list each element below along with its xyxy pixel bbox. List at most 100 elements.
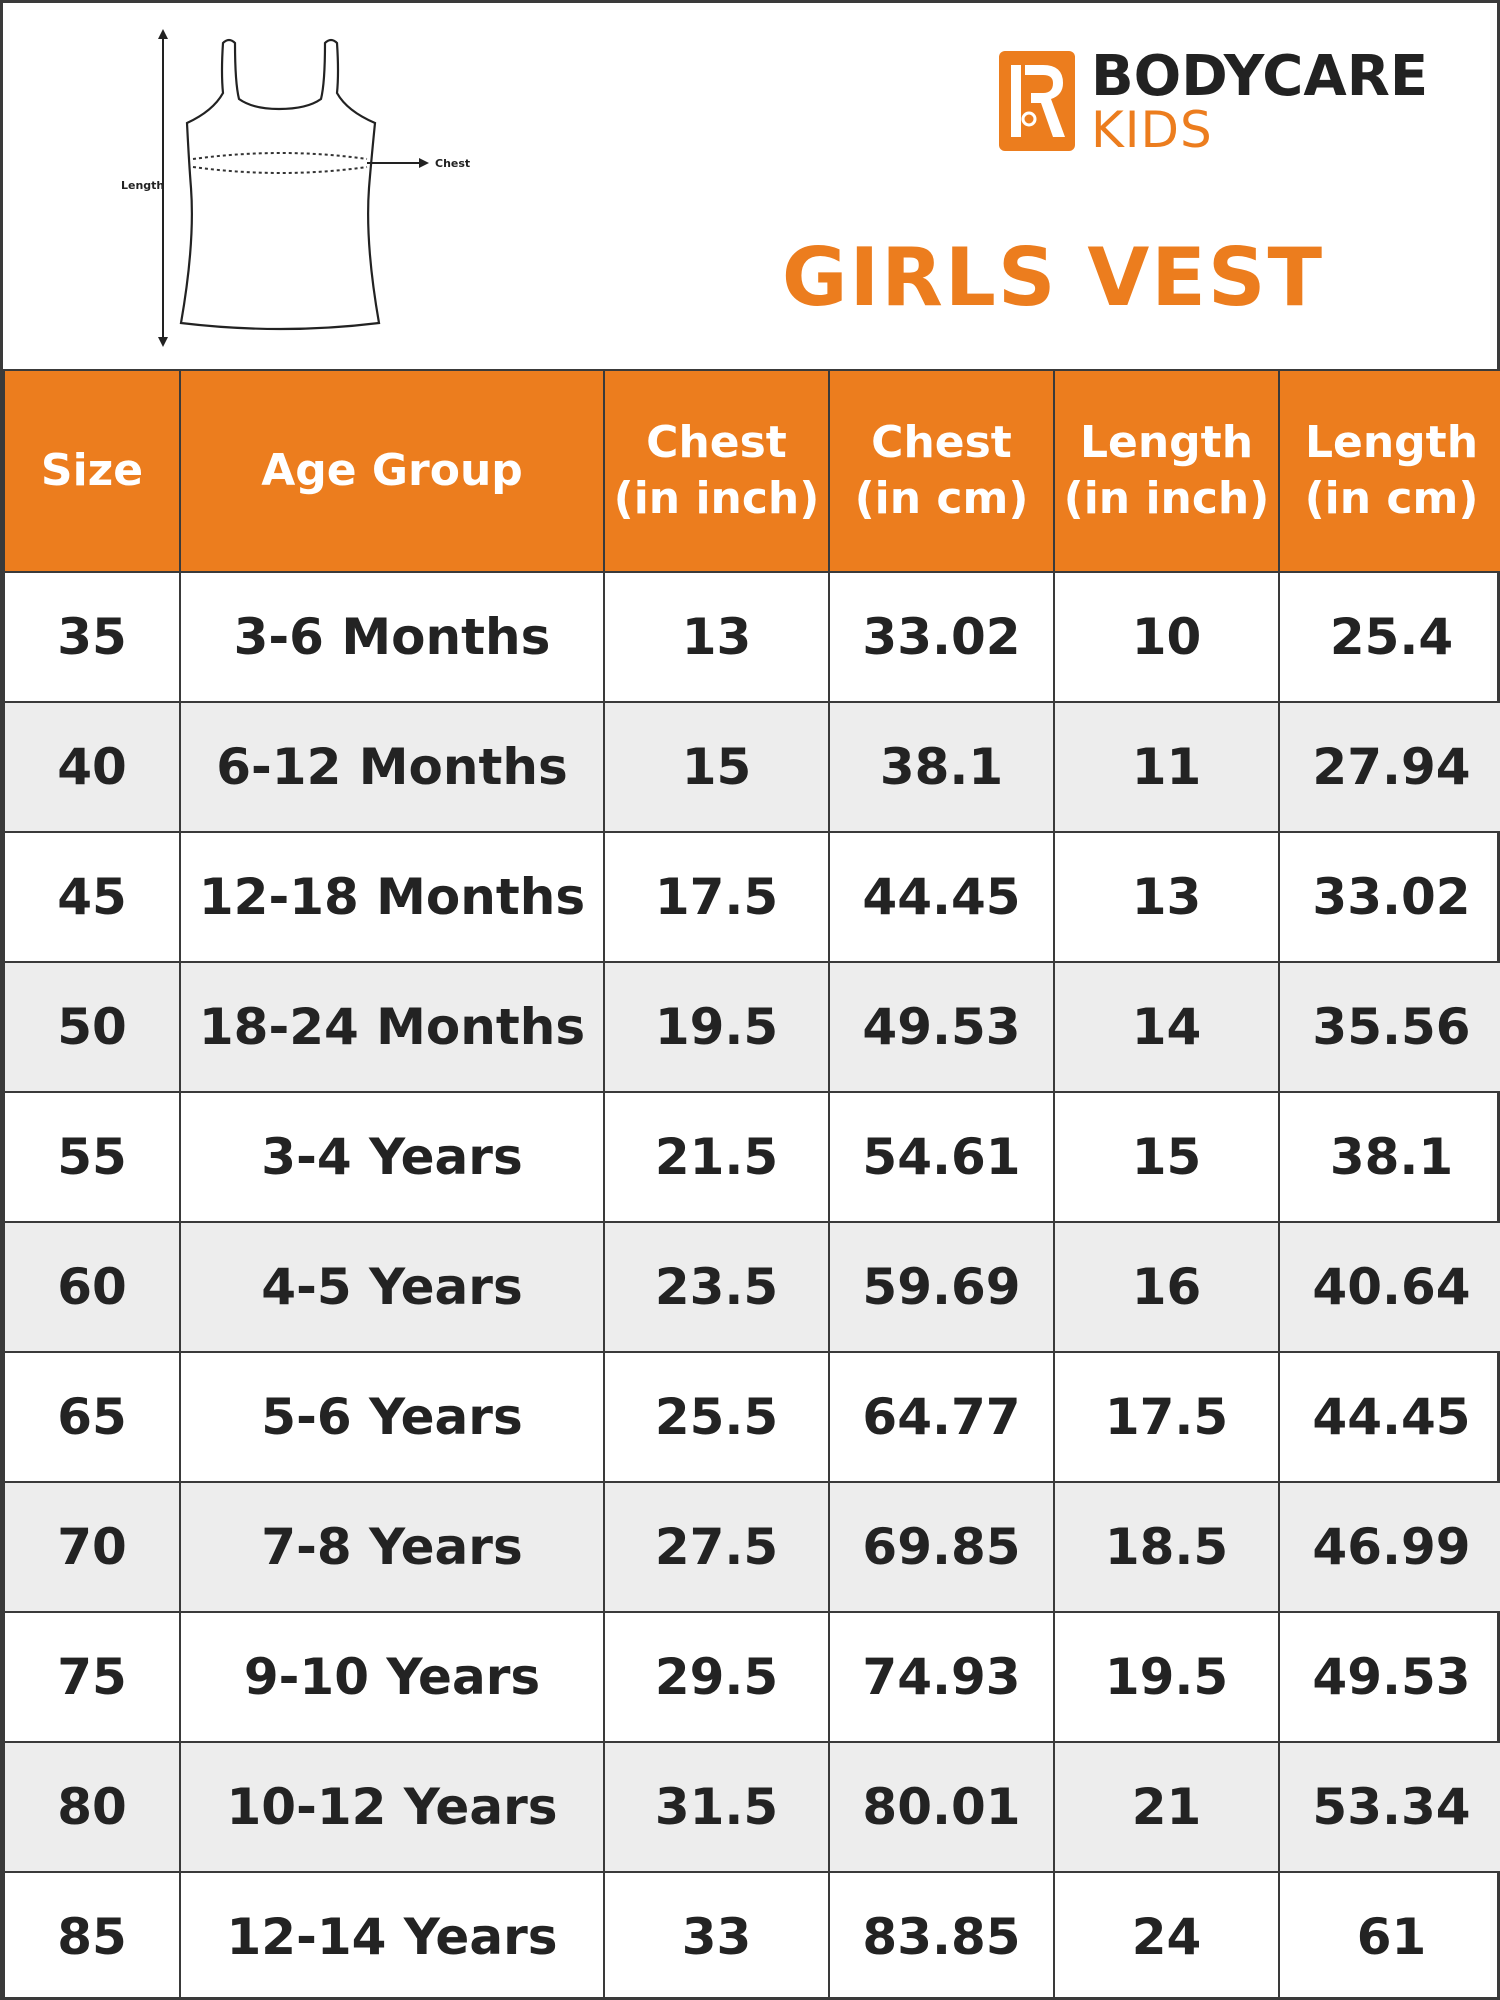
column-header-line1: Chest [646, 417, 787, 468]
table-cell: 16 [1053, 1221, 1280, 1353]
table-cell: 10 [1053, 571, 1280, 703]
table-cell: 59.69 [828, 1221, 1055, 1353]
table-cell: 17.5 [1053, 1351, 1280, 1483]
column-header: Age Group [179, 369, 605, 573]
table-cell: 9-10 Years [179, 1611, 605, 1743]
table-cell: 17.5 [603, 831, 830, 963]
table-row: 40 6-12 Months 15 38.1 11 27.94 [3, 701, 1500, 833]
length-label: Length [121, 179, 164, 192]
table-row: 60 4-5 Years 23.5 59.69 16 40.64 [3, 1221, 1500, 1353]
table-row: 35 3-6 Months 13 33.02 10 25.4 [3, 571, 1500, 703]
table-row: 80 10-12 Years 31.5 80.01 21 53.34 [3, 1741, 1500, 1873]
table-cell: 21 [1053, 1741, 1280, 1873]
column-header-line1: Age Group [261, 445, 523, 496]
table-row: 45 12-18 Months 17.5 44.45 13 33.02 [3, 831, 1500, 963]
table-cell: 10-12 Years [179, 1741, 605, 1873]
table-cell: 27.94 [1278, 701, 1500, 833]
table-cell: 33.02 [1278, 831, 1500, 963]
table-cell: 13 [1053, 831, 1280, 963]
table-cell: 21.5 [603, 1091, 830, 1223]
column-header-line2: (in inch) [1063, 473, 1270, 524]
table-cell: 40 [3, 701, 181, 833]
brand-logo: BODYCARE KIDS [999, 47, 1459, 157]
table-cell: 29.5 [603, 1611, 830, 1743]
table-cell: 12-18 Months [179, 831, 605, 963]
column-header-line2: (in inch) [613, 473, 820, 524]
size-table: Size Age Group Chest (in inch) Chest (in cm) L… [3, 369, 1500, 2000]
vest-measurement-diagram: Length Chest [103, 23, 483, 353]
column-header-line1: Length [1304, 417, 1479, 468]
table-cell: 15 [1053, 1091, 1280, 1223]
table-cell: 24 [1053, 1871, 1280, 2000]
table-cell: 12-14 Years [179, 1871, 605, 2000]
table-cell: 55 [3, 1091, 181, 1223]
column-header: Length (in inch) [1053, 369, 1280, 573]
table-cell: 25.5 [603, 1351, 830, 1483]
table-cell: 53.34 [1278, 1741, 1500, 1873]
table-cell: 18-24 Months [179, 961, 605, 1093]
table-cell: 23.5 [603, 1221, 830, 1353]
column-header: Length (in cm) [1278, 369, 1500, 573]
table-cell: 46.99 [1278, 1481, 1500, 1613]
table-cell: 61 [1278, 1871, 1500, 2000]
table-cell: 35 [3, 571, 181, 703]
table-cell: 75 [3, 1611, 181, 1743]
table-header-row: Size Age Group Chest (in inch) Chest (in cm) L… [3, 369, 1500, 573]
table-cell: 18.5 [1053, 1481, 1280, 1613]
table-cell: 64.77 [828, 1351, 1055, 1483]
table-cell: 80 [3, 1741, 181, 1873]
table-cell: 69.85 [828, 1481, 1055, 1613]
chest-label: Chest [435, 157, 470, 170]
table-cell: 3-6 Months [179, 571, 605, 703]
table-cell: 35.56 [1278, 961, 1500, 1093]
table-cell: 38.1 [828, 701, 1055, 833]
table-cell: 54.61 [828, 1091, 1055, 1223]
column-header: Size [3, 369, 181, 573]
table-cell: 4-5 Years [179, 1221, 605, 1353]
table-row: 85 12-14 Years 33 83.85 24 61 [3, 1871, 1500, 2000]
table-cell: 7-8 Years [179, 1481, 605, 1613]
table-cell: 27.5 [603, 1481, 830, 1613]
table-row: 50 18-24 Months 19.5 49.53 14 35.56 [3, 961, 1500, 1093]
table-row: 65 5-6 Years 25.5 64.77 17.5 44.45 [3, 1351, 1500, 1483]
table-row: 75 9-10 Years 29.5 74.93 19.5 49.53 [3, 1611, 1500, 1743]
table-cell: 74.93 [828, 1611, 1055, 1743]
bodycare-logo-icon [999, 51, 1075, 151]
table-cell: 14 [1053, 961, 1280, 1093]
table-cell: 80.01 [828, 1741, 1055, 1873]
table-cell: 45 [3, 831, 181, 963]
table-row: 70 7-8 Years 27.5 69.85 18.5 46.99 [3, 1481, 1500, 1613]
table-cell: 33.02 [828, 571, 1055, 703]
vest-outline-icon: Length Chest [121, 29, 470, 347]
table-cell: 5-6 Years [179, 1351, 605, 1483]
column-header-line1: Chest [871, 417, 1012, 468]
table-row: 55 3-4 Years 21.5 54.61 15 38.1 [3, 1091, 1500, 1223]
table-cell: 31.5 [603, 1741, 830, 1873]
page-title: GIRLS VEST [781, 231, 1325, 324]
table-cell: 38.1 [1278, 1091, 1500, 1223]
table-cell: 70 [3, 1481, 181, 1613]
table-cell: 49.53 [828, 961, 1055, 1093]
table-cell: 49.53 [1278, 1611, 1500, 1743]
table-cell: 44.45 [1278, 1351, 1500, 1483]
table-cell: 25.4 [1278, 571, 1500, 703]
column-header-line1: Size [40, 445, 144, 496]
column-header-line1: Length [1079, 417, 1254, 468]
table-cell: 65 [3, 1351, 181, 1483]
table-cell: 3-4 Years [179, 1091, 605, 1223]
table-cell: 13 [603, 571, 830, 703]
table-cell: 15 [603, 701, 830, 833]
table-cell: 50 [3, 961, 181, 1093]
table-cell: 60 [3, 1221, 181, 1353]
table-cell: 44.45 [828, 831, 1055, 963]
table-cell: 40.64 [1278, 1221, 1500, 1353]
table-body: 35 3-6 Months 13 33.02 10 25.4 40 6-12 Months 15… [3, 571, 1500, 2000]
table-cell: 19.5 [1053, 1611, 1280, 1743]
table-cell: 83.85 [828, 1871, 1055, 2000]
table-cell: 11 [1053, 701, 1280, 833]
table-cell: 19.5 [603, 961, 830, 1093]
column-header: Chest (in inch) [603, 369, 830, 573]
brand-subname: KIDS [1091, 101, 1213, 159]
brand-name: BODYCARE [1091, 44, 1429, 109]
